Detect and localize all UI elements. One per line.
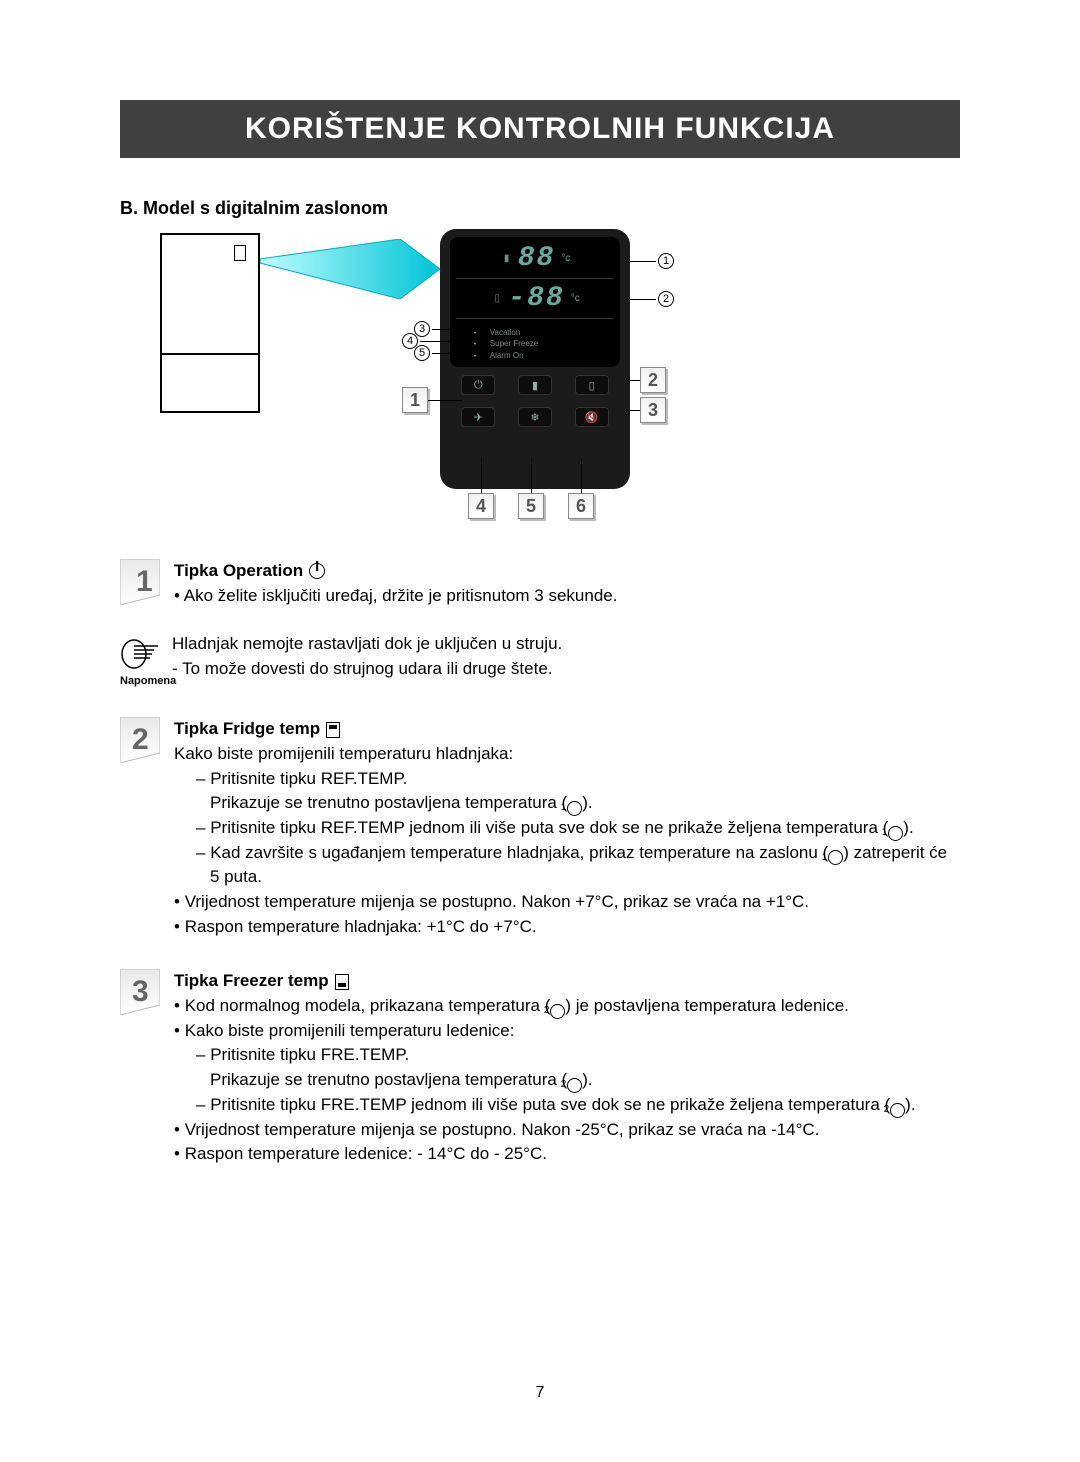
callout-square-4: 4 [468, 493, 494, 519]
panel-alarm-button: 🔇 [575, 407, 609, 427]
step3-b4: Raspon temperature ledenice: - 14°C do -… [174, 1142, 960, 1167]
inline-circle-2c: 2 [890, 1103, 905, 1118]
step-2: 2 Tipka Fridge temp Kako biste promijeni… [120, 717, 960, 939]
inline-circle-1a: 1 [567, 801, 582, 816]
note-block: Napomena Hladnjak nemojte rastavljati do… [120, 632, 960, 687]
note-line2: - To može dovesti do strujnog udara ili … [172, 657, 960, 682]
panel-vacation-button: ✈ [461, 407, 495, 427]
step-1: 1 Tipka Operation Ako želite isključiti … [120, 559, 960, 608]
step2-b3: Raspon temperature hladnjaka: +1°C do +7… [174, 915, 960, 940]
step2-sub1: Pritisnite tipku REF.TEMP. Prikazuje se … [196, 767, 960, 816]
callout-circle-1: 1 [658, 253, 674, 269]
step2-lead: Kako biste promijenili temperaturu hladn… [174, 742, 960, 767]
step3-b3: Vrijednost temperature mijenja se postup… [174, 1118, 960, 1143]
callout-square-3: 3 [640, 397, 666, 423]
callout-circle-5: 5 [414, 345, 430, 361]
panel-freezer-button: ▯ [575, 375, 609, 395]
panel-power-button: ⏻ [461, 375, 495, 395]
panel-button-row-b: ✈ ❄ 🔇 [450, 399, 620, 431]
svg-text:2: 2 [132, 723, 149, 756]
step-badge-1: 1 [120, 559, 160, 608]
pointer-arrow [260, 239, 440, 299]
freezer-temp-readout: -88 [508, 283, 564, 314]
step2-sub2: Pritisnite tipku REF.TEMP jednom ili viš… [196, 816, 960, 841]
fridge-mini-icon: ▮ [500, 253, 514, 264]
fridge-icon [326, 722, 340, 738]
note-hand-icon: Napomena [120, 632, 160, 687]
step2-title: Tipka Fridge temp [174, 717, 320, 742]
page-number: 7 [0, 1384, 1080, 1402]
panel-screen: ▮ 88 °c ▯ -88 °c Vacation Super Freeze A… [450, 237, 620, 367]
step2-b2: Vrijednost temperature mijenja se postup… [174, 890, 960, 915]
panel-text-superfreeze: Super Freeze [474, 338, 610, 349]
step3-b1: Kod normalnog modela, prikazana temperat… [174, 994, 960, 1019]
fridge-temp-readout: 88 [518, 243, 556, 274]
fridge-panel-marker [234, 245, 246, 261]
section-subheading: B. Model s digitalnim zaslonom [120, 198, 960, 219]
panel-superfreeze-button: ❄ [518, 407, 552, 427]
panel-fridge-button: ▮ [518, 375, 552, 395]
step3-b2: Kako biste promijenili temperaturu leden… [174, 1019, 960, 1044]
svg-text:3: 3 [132, 975, 149, 1008]
note-line1: Hladnjak nemojte rastavljati dok je uklj… [172, 632, 960, 657]
step1-title: Tipka Operation [174, 559, 303, 584]
temp-unit: °c [561, 253, 570, 264]
callout-circle-2: 2 [658, 291, 674, 307]
step-badge-2: 2 [120, 717, 160, 939]
inline-circle-2a: 2 [550, 1004, 565, 1019]
fridge-outline-illustration [160, 233, 260, 413]
temp-unit-2: °c [571, 293, 580, 304]
callout-circle-3: 3 [414, 321, 430, 337]
callout-square-5: 5 [518, 493, 544, 519]
inline-circle-1b: 1 [888, 826, 903, 841]
step-3: 3 Tipka Freezer temp Kod normalnog model… [120, 969, 960, 1166]
callout-square-2: 2 [640, 367, 666, 393]
diagram-area: ▮ 88 °c ▯ -88 °c Vacation Super Freeze A… [120, 229, 960, 529]
panel-text-vacation: Vacation [474, 327, 610, 338]
page-title: KORIŠTENJE KONTROLNIH FUNKCIJA [120, 100, 960, 158]
step3-sub2: Pritisnite tipku FRE.TEMP jednom ili viš… [196, 1093, 960, 1118]
callout-square-6: 6 [568, 493, 594, 519]
panel-text-alarm: Alarm On [474, 350, 610, 361]
step3-sub1: Pritisnite tipku FRE.TEMP. Prikazuje se … [196, 1043, 960, 1092]
inline-circle-2b: 2 [567, 1078, 582, 1093]
step1-body: Ako želite isključiti uređaj, držite je … [174, 584, 960, 609]
freezer-icon [335, 974, 349, 990]
control-panel-illustration: ▮ 88 °c ▯ -88 °c Vacation Super Freeze A… [440, 229, 630, 489]
panel-button-row-a: ⏻ ▮ ▯ [450, 367, 620, 399]
panel-mode-texts: Vacation Super Freeze Alarm On [456, 323, 614, 365]
step-badge-3: 3 [120, 969, 160, 1166]
inline-circle-1c: 1 [828, 850, 843, 865]
note-label: Napomena [120, 675, 160, 687]
power-icon [309, 563, 325, 579]
step3-title: Tipka Freezer temp [174, 969, 329, 994]
step2-sub3: Kad završite s ugađanjem temperature hla… [196, 841, 960, 890]
svg-text:1: 1 [136, 565, 153, 598]
callout-square-1: 1 [402, 387, 428, 413]
freezer-mini-icon: ▯ [490, 293, 504, 304]
